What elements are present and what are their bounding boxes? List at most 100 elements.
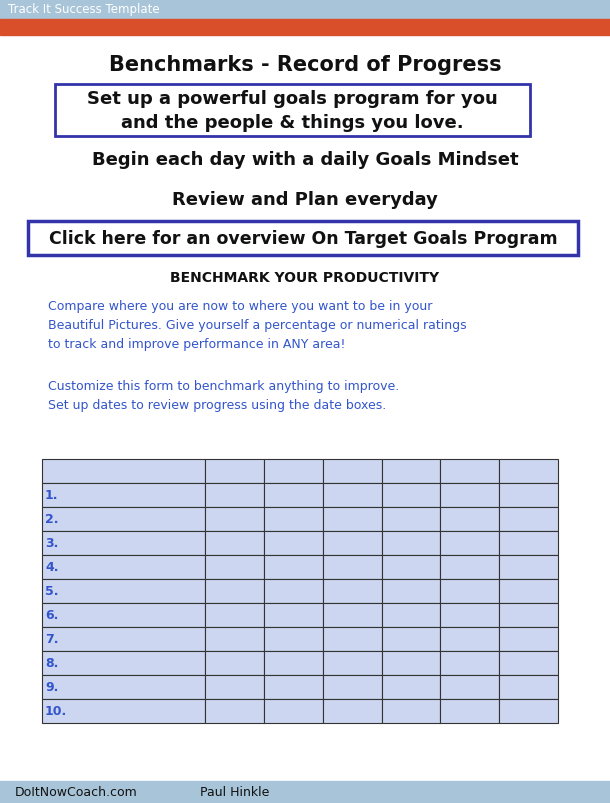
Bar <box>323 532 381 556</box>
Bar <box>323 507 381 532</box>
Bar <box>499 627 558 651</box>
Bar <box>42 483 205 507</box>
Bar <box>499 651 558 675</box>
Text: Begin each day with a daily Goals Mindset: Begin each day with a daily Goals Mindse… <box>92 151 518 169</box>
Bar <box>440 459 499 483</box>
Bar <box>42 627 205 651</box>
Bar <box>323 459 381 483</box>
Bar <box>381 507 440 532</box>
Text: Track It Success Template: Track It Success Template <box>8 3 160 17</box>
Bar <box>264 556 323 579</box>
Bar <box>440 699 499 723</box>
Bar <box>323 603 381 627</box>
Text: 1.: 1. <box>45 489 59 502</box>
Bar <box>264 507 323 532</box>
Bar <box>205 507 264 532</box>
Bar <box>205 459 264 483</box>
Bar <box>323 627 381 651</box>
Bar <box>381 675 440 699</box>
Text: 3.: 3. <box>45 537 59 550</box>
Bar <box>440 675 499 699</box>
Bar <box>42 459 205 483</box>
Bar <box>323 675 381 699</box>
Bar <box>440 627 499 651</box>
Bar <box>440 651 499 675</box>
Text: 5.: 5. <box>45 585 59 597</box>
Bar <box>323 651 381 675</box>
Bar <box>264 459 323 483</box>
Bar <box>499 603 558 627</box>
Text: 10.: 10. <box>45 704 67 718</box>
Bar <box>499 483 558 507</box>
Bar <box>499 459 558 483</box>
Text: 7.: 7. <box>45 633 59 646</box>
Bar <box>264 603 323 627</box>
Bar <box>323 699 381 723</box>
Text: 6.: 6. <box>45 609 59 622</box>
Bar <box>264 651 323 675</box>
Bar <box>28 222 578 255</box>
Bar <box>440 603 499 627</box>
Bar <box>205 483 264 507</box>
Bar <box>499 699 558 723</box>
Bar <box>205 627 264 651</box>
Bar <box>264 579 323 603</box>
Bar <box>381 651 440 675</box>
Bar <box>381 556 440 579</box>
Bar <box>323 579 381 603</box>
Bar <box>42 651 205 675</box>
Bar <box>499 579 558 603</box>
Bar <box>205 675 264 699</box>
Bar <box>381 627 440 651</box>
Bar <box>440 532 499 556</box>
Text: Compare where you are now to where you want to be in your
Beautiful Pictures. Gi: Compare where you are now to where you w… <box>48 300 467 351</box>
Bar <box>381 579 440 603</box>
Bar <box>0 781 610 803</box>
Bar <box>205 699 264 723</box>
Bar <box>499 675 558 699</box>
Bar <box>0 20 610 36</box>
Bar <box>264 675 323 699</box>
Bar <box>499 556 558 579</box>
Bar <box>205 556 264 579</box>
Text: Review and Plan everyday: Review and Plan everyday <box>172 191 438 209</box>
Text: Benchmarks - Record of Progress: Benchmarks - Record of Progress <box>109 55 501 75</box>
Bar <box>381 483 440 507</box>
Text: BENCHMARK YOUR PRODUCTIVITY: BENCHMARK YOUR PRODUCTIVITY <box>170 271 440 284</box>
Bar <box>499 532 558 556</box>
Text: Customize this form to benchmark anything to improve.
Set up dates to review pro: Customize this form to benchmark anythin… <box>48 380 400 411</box>
Text: Paul Hinkle: Paul Hinkle <box>200 785 270 798</box>
Bar <box>42 603 205 627</box>
Bar <box>440 556 499 579</box>
Bar <box>381 603 440 627</box>
Text: DoItNowCoach.com: DoItNowCoach.com <box>15 785 138 798</box>
Bar <box>440 507 499 532</box>
Bar <box>205 532 264 556</box>
Bar <box>42 699 205 723</box>
Bar <box>205 603 264 627</box>
Bar <box>323 556 381 579</box>
Bar <box>42 556 205 579</box>
Bar <box>381 532 440 556</box>
Bar <box>323 483 381 507</box>
Bar <box>264 699 323 723</box>
Bar <box>381 699 440 723</box>
Text: Click here for an overview On Target Goals Program: Click here for an overview On Target Goa… <box>49 230 558 247</box>
Bar <box>55 85 530 137</box>
Bar <box>264 532 323 556</box>
Bar <box>499 507 558 532</box>
Bar <box>205 579 264 603</box>
Text: Set up a powerful goals program for you
and the people & things you love.: Set up a powerful goals program for you … <box>87 89 498 132</box>
Bar <box>42 532 205 556</box>
Bar <box>42 675 205 699</box>
Bar <box>264 627 323 651</box>
Bar <box>0 0 610 20</box>
Bar <box>264 483 323 507</box>
Bar <box>440 579 499 603</box>
Text: 8.: 8. <box>45 657 59 670</box>
Bar <box>42 507 205 532</box>
Text: 9.: 9. <box>45 681 59 694</box>
Bar <box>381 459 440 483</box>
Bar <box>440 483 499 507</box>
Bar <box>42 579 205 603</box>
